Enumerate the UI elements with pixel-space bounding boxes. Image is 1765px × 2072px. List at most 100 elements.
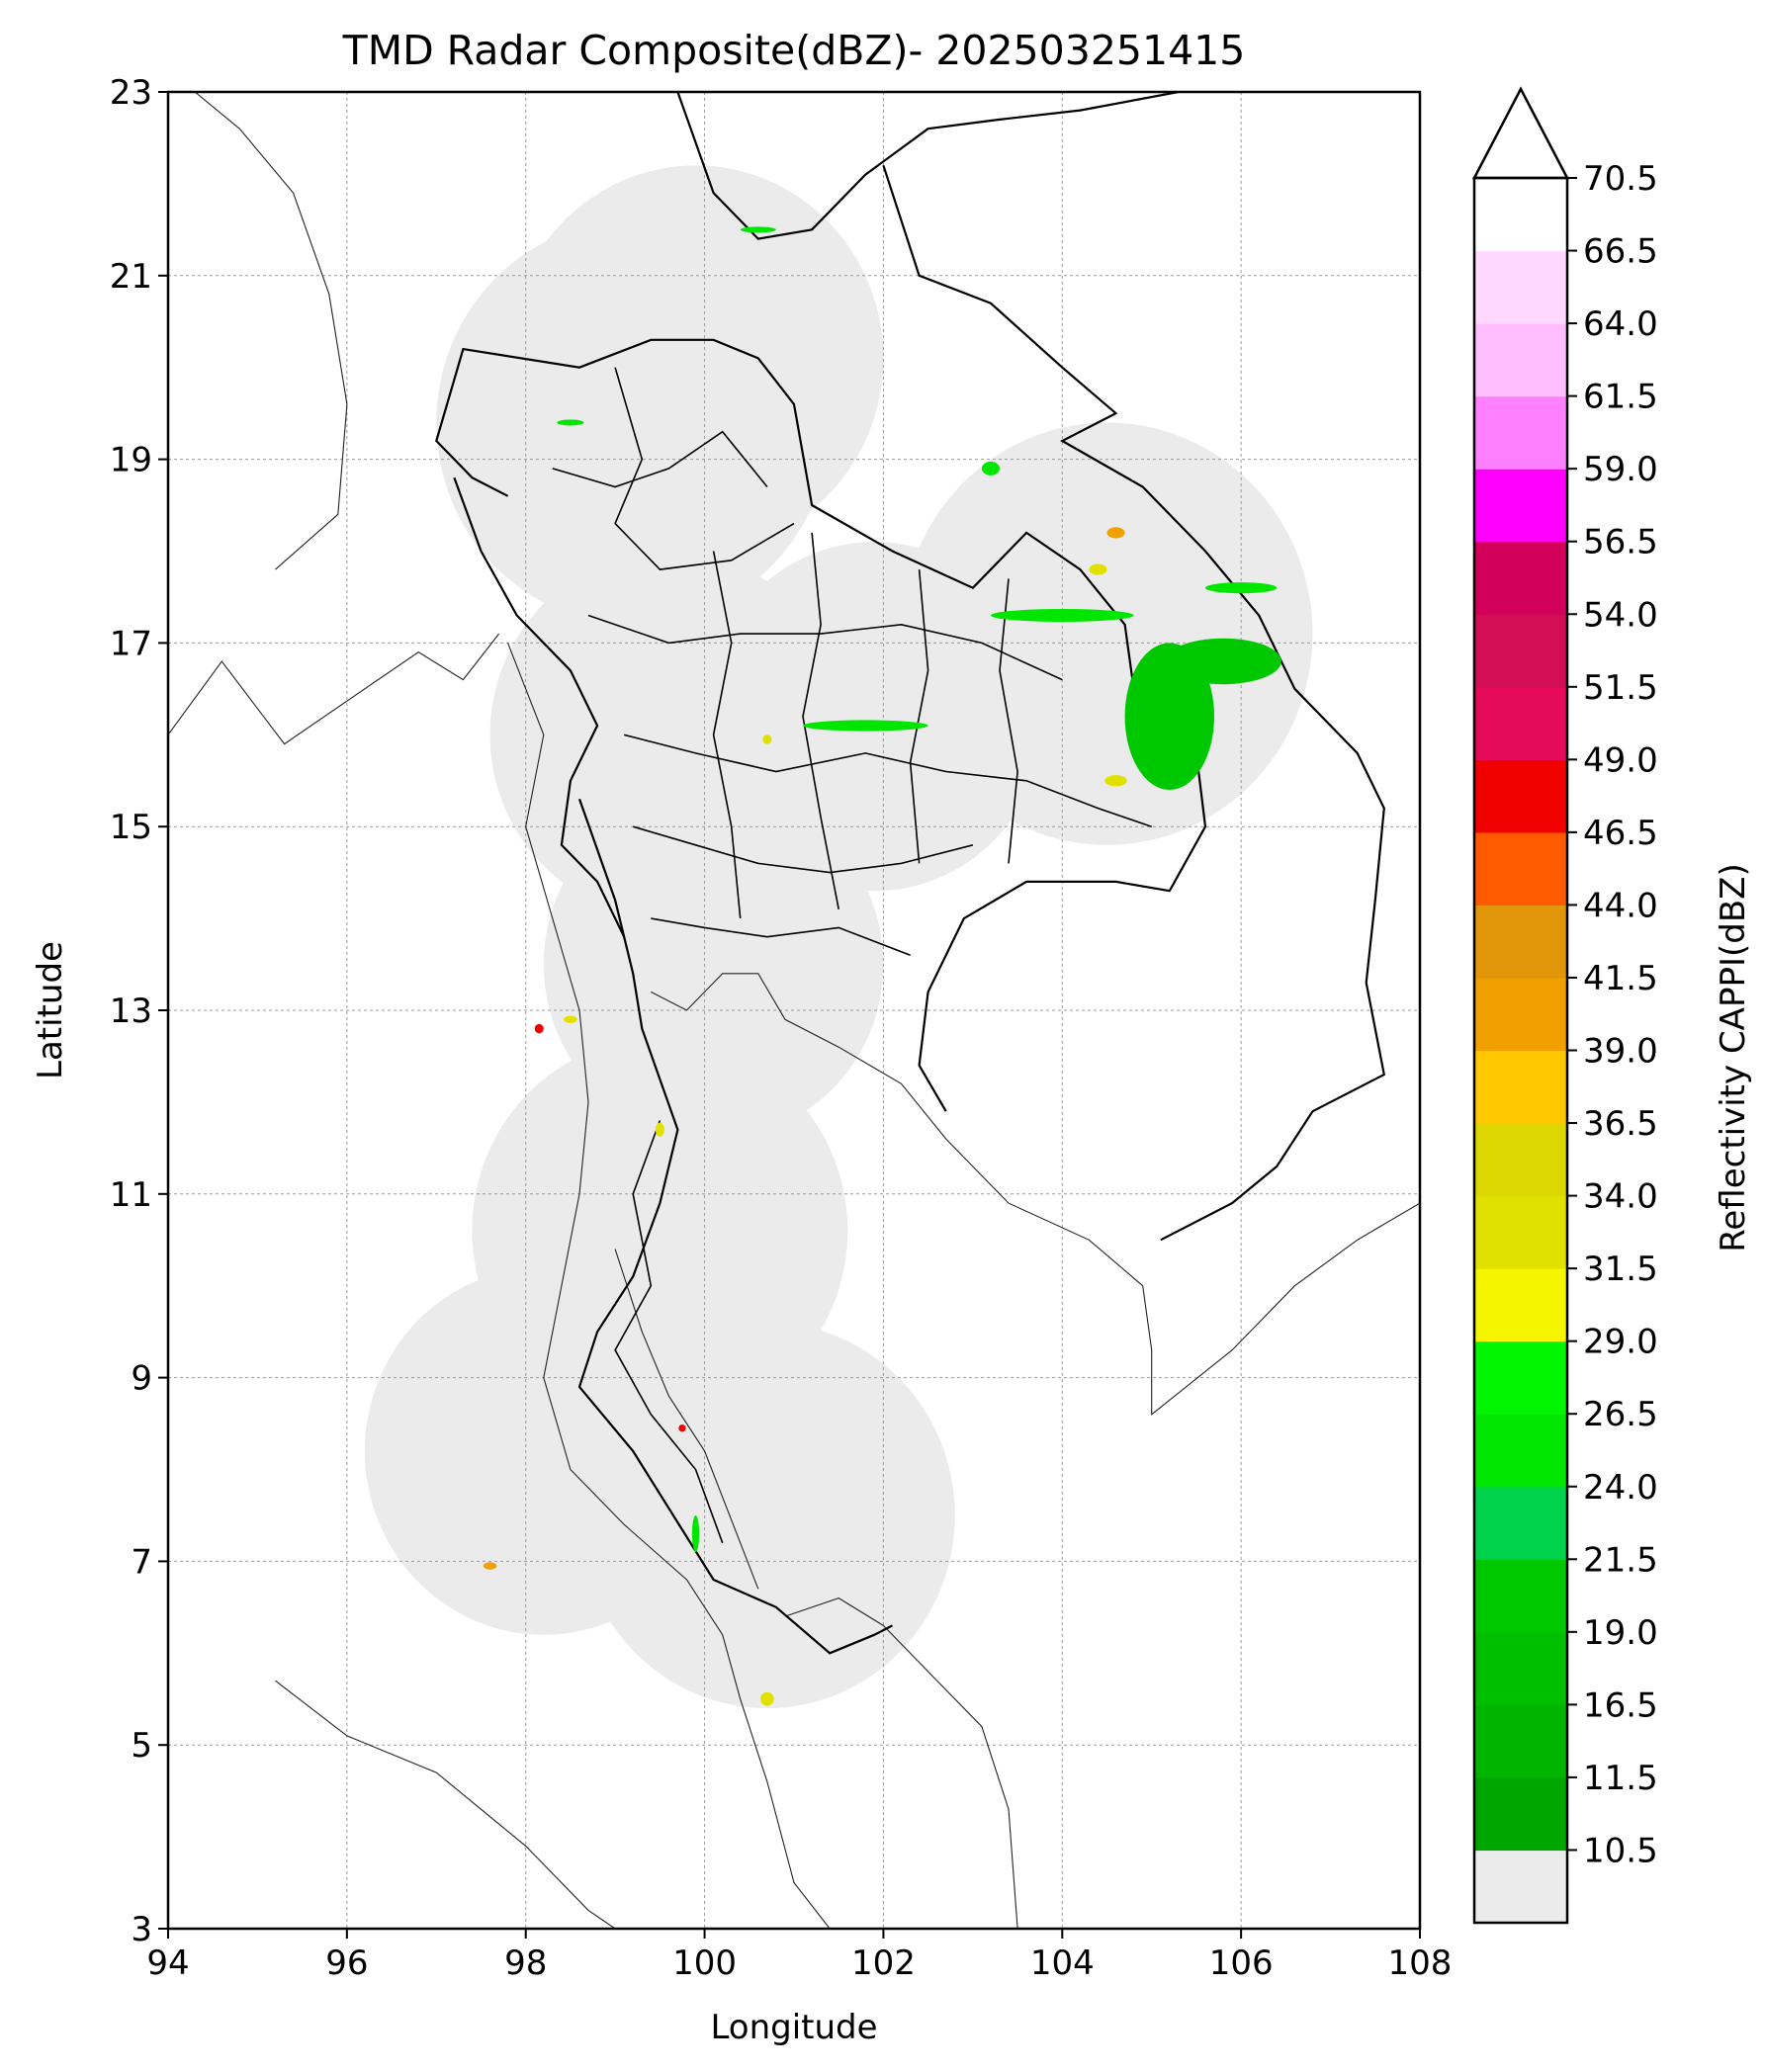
radar-echo-15	[483, 1562, 497, 1570]
colorbar-bin	[1474, 1123, 1567, 1197]
country-border-4	[453, 476, 626, 938]
radar-echo-4	[803, 720, 928, 732]
coastline-4	[275, 1680, 616, 1929]
x-tick-label: 96	[325, 1943, 368, 1983]
radar-echo-6	[981, 461, 1000, 475]
colorbar-bin	[1474, 1050, 1567, 1124]
y-tick-label: 11	[110, 1175, 152, 1215]
colorbar: 10.5 11.5 16.5 19.0 21.5 24.0 26.5 29.0 31.5 34.0…	[1471, 86, 1658, 1925]
province-boundary-9	[999, 578, 1018, 864]
coastline-1	[507, 643, 831, 1929]
radar-echo-2	[1204, 582, 1278, 594]
radar-echo-11	[564, 1015, 577, 1024]
colorbar-bin	[1474, 977, 1567, 1052]
province-boundary-7	[802, 532, 839, 909]
colorbar-bin	[1474, 178, 1567, 252]
x-axis-label: Longitude	[710, 2008, 877, 2047]
province-boundary-8	[909, 569, 929, 864]
country-border-1	[882, 164, 1386, 1242]
radar-coverage-layer	[364, 165, 1313, 1709]
colorbar-bin	[1474, 323, 1567, 397]
coastline-3	[651, 973, 1420, 1416]
province-boundary-layer	[552, 367, 1152, 1544]
colorbar-tick-label: 70.5	[1583, 159, 1658, 199]
colorbar-bin	[1474, 1850, 1567, 1924]
coastline-5	[784, 1597, 1018, 1929]
y-tick-label: 7	[131, 1542, 152, 1582]
radar-echo-layer	[483, 226, 1281, 1706]
colorbar-tick-label: 41.5	[1583, 959, 1658, 998]
colorbar-tick-label: 61.5	[1583, 378, 1658, 417]
colorbar-tick-label: 56.5	[1583, 523, 1658, 562]
colorbar-tick-label: 39.0	[1583, 1032, 1658, 1072]
colorbar-bin	[1474, 469, 1567, 543]
colorbar-tick-label: 46.5	[1583, 814, 1658, 853]
y-tick-label: 17	[110, 624, 152, 663]
province-boundary-1	[552, 430, 768, 488]
colorbar-bin	[1474, 1414, 1567, 1488]
colorbar-extend-max	[1471, 86, 1570, 180]
radar-echo-3	[990, 609, 1134, 623]
x-tick-label: 102	[851, 1943, 916, 1983]
colorbar-bin	[1474, 1340, 1567, 1415]
colorbar-bin	[1474, 905, 1567, 979]
province-boundary-6	[712, 551, 742, 919]
colorbar-tick-label: 54.0	[1583, 595, 1658, 635]
province-boundary-3	[624, 734, 1152, 827]
colorbar-bin	[1474, 686, 1567, 760]
radar-echo-1	[1165, 638, 1281, 685]
colorbar-bin	[1474, 614, 1567, 688]
y-tick-label: 3	[131, 1910, 152, 1949]
gridlines	[168, 92, 1420, 1929]
radar-coverage-4	[704, 542, 1045, 892]
x-axis-ticks: 94 96 98 100 102 104 106 108	[146, 1929, 1452, 1983]
colorbar-tick-label: 34.0	[1583, 1177, 1658, 1217]
colorbar-bin	[1474, 395, 1567, 470]
coastline-2	[168, 633, 500, 745]
country-border-0	[676, 92, 1180, 240]
y-tick-label: 15	[110, 808, 152, 847]
country-border-3	[577, 798, 894, 1655]
y-tick-label: 13	[110, 992, 152, 1031]
radar-echo-14	[691, 1514, 700, 1553]
x-tick-label: 100	[672, 1943, 737, 1983]
province-boundary-0	[614, 367, 795, 570]
radar-echo-7	[1106, 527, 1125, 539]
radar-coverage-8	[578, 1322, 955, 1709]
radar-coverage-1	[436, 220, 831, 625]
colorbar-bin	[1474, 1704, 1567, 1778]
colorbar-tick-label: 19.0	[1583, 1613, 1658, 1653]
colorbar-tick-label: 31.5	[1583, 1250, 1658, 1289]
radar-echo-13	[678, 1424, 686, 1432]
x-tick-label: 94	[146, 1943, 189, 1983]
x-tick-label: 104	[1030, 1943, 1095, 1983]
y-tick-label: 23	[110, 73, 152, 113]
colorbar-bin	[1474, 1268, 1567, 1342]
coastline-0	[194, 92, 348, 570]
colorbar-bin	[1474, 1559, 1567, 1633]
y-axis-ticks: 3 5 7 9 11 13 15 17 19 21 23	[110, 73, 168, 1949]
radar-echo-17	[557, 419, 584, 426]
country-border-2	[435, 338, 1207, 1112]
radar-echo-12	[655, 1122, 664, 1137]
radar-echo-18	[740, 226, 776, 233]
radar-echo-16	[760, 1691, 774, 1706]
colorbar-tick-label: 29.0	[1583, 1323, 1658, 1362]
colorbar-tick-label: 44.0	[1583, 886, 1658, 925]
colorbar-tick-label: 16.5	[1583, 1685, 1658, 1725]
colorbar-tick-label: 11.5	[1583, 1759, 1658, 1798]
radar-echo-10	[534, 1023, 544, 1034]
colorbar-tick-label: 64.0	[1583, 304, 1658, 344]
x-tick-label: 108	[1388, 1943, 1453, 1983]
colorbar-tick-label: 51.5	[1583, 668, 1658, 708]
colorbar-tick-label: 36.5	[1583, 1104, 1658, 1144]
y-tick-label: 21	[110, 257, 152, 297]
radar-echo-8	[762, 734, 772, 744]
province-boundary-10	[614, 1120, 724, 1544]
x-tick-label: 98	[504, 1943, 547, 1983]
province-boundary-5	[651, 917, 911, 957]
province-boundary-2	[587, 614, 1063, 681]
colorbar-tick-label: 59.0	[1583, 450, 1658, 489]
colorbar-bin	[1474, 541, 1567, 615]
